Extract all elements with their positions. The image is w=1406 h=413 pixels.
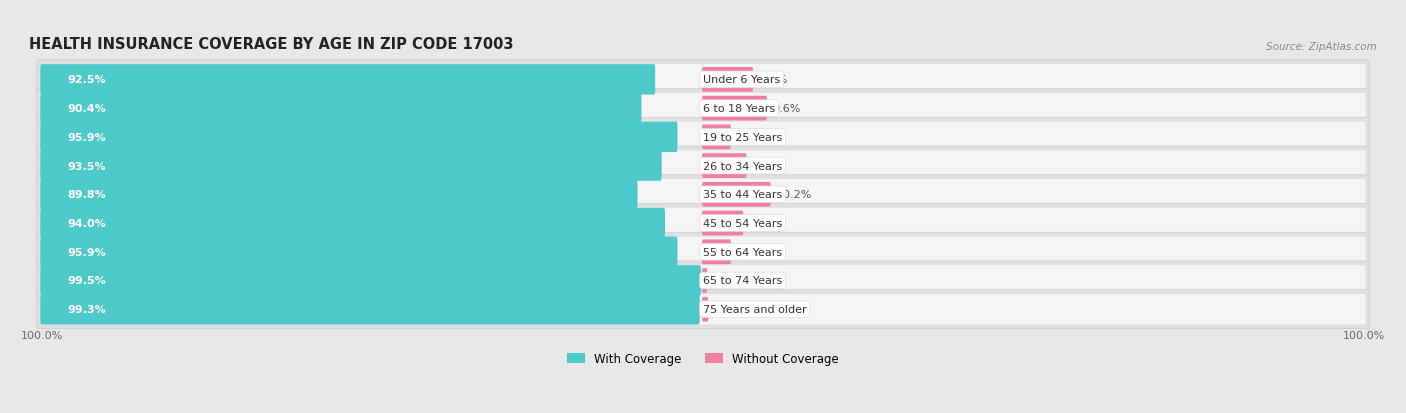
FancyBboxPatch shape [37, 261, 1369, 300]
Text: 4.1%: 4.1% [737, 133, 765, 142]
Text: 6.0%: 6.0% [749, 218, 778, 228]
FancyBboxPatch shape [702, 297, 709, 322]
FancyBboxPatch shape [702, 268, 707, 293]
FancyBboxPatch shape [41, 94, 641, 124]
Text: 89.8%: 89.8% [67, 190, 107, 200]
FancyBboxPatch shape [41, 180, 637, 210]
Text: 100.0%: 100.0% [1343, 330, 1385, 340]
FancyBboxPatch shape [41, 151, 1365, 181]
Text: 0.5%: 0.5% [713, 276, 741, 286]
Text: 35 to 44 Years: 35 to 44 Years [703, 190, 782, 200]
FancyBboxPatch shape [702, 125, 731, 150]
Text: 9.6%: 9.6% [772, 104, 801, 114]
FancyBboxPatch shape [41, 122, 1365, 153]
FancyBboxPatch shape [41, 294, 700, 325]
FancyBboxPatch shape [41, 151, 662, 181]
FancyBboxPatch shape [41, 294, 1365, 325]
Text: 93.5%: 93.5% [67, 161, 107, 171]
FancyBboxPatch shape [702, 240, 731, 264]
FancyBboxPatch shape [702, 211, 744, 236]
Text: 94.0%: 94.0% [67, 218, 107, 228]
Text: 19 to 25 Years: 19 to 25 Years [703, 133, 782, 142]
FancyBboxPatch shape [37, 89, 1369, 128]
Text: 92.5%: 92.5% [67, 75, 107, 85]
Text: 26 to 34 Years: 26 to 34 Years [703, 161, 782, 171]
Legend: With Coverage, Without Coverage: With Coverage, Without Coverage [562, 348, 844, 370]
FancyBboxPatch shape [41, 180, 1365, 210]
FancyBboxPatch shape [37, 290, 1369, 329]
Text: 7.5%: 7.5% [759, 75, 787, 85]
FancyBboxPatch shape [41, 65, 655, 95]
Text: 55 to 64 Years: 55 to 64 Years [703, 247, 782, 257]
Text: 95.9%: 95.9% [67, 133, 107, 142]
FancyBboxPatch shape [702, 183, 770, 207]
Text: 10.2%: 10.2% [776, 190, 811, 200]
Text: HEALTH INSURANCE COVERAGE BY AGE IN ZIP CODE 17003: HEALTH INSURANCE COVERAGE BY AGE IN ZIP … [30, 37, 513, 52]
FancyBboxPatch shape [41, 122, 678, 153]
Text: 6 to 18 Years: 6 to 18 Years [703, 104, 775, 114]
FancyBboxPatch shape [37, 233, 1369, 272]
Text: 99.5%: 99.5% [67, 276, 107, 286]
FancyBboxPatch shape [37, 61, 1369, 100]
FancyBboxPatch shape [41, 266, 702, 296]
FancyBboxPatch shape [41, 266, 1365, 296]
FancyBboxPatch shape [37, 118, 1369, 157]
FancyBboxPatch shape [41, 237, 1365, 267]
Text: 90.4%: 90.4% [67, 104, 107, 114]
FancyBboxPatch shape [37, 147, 1369, 186]
Text: Source: ZipAtlas.com: Source: ZipAtlas.com [1267, 42, 1376, 52]
Text: 45 to 54 Years: 45 to 54 Years [703, 218, 782, 228]
FancyBboxPatch shape [41, 208, 665, 239]
FancyBboxPatch shape [37, 176, 1369, 214]
FancyBboxPatch shape [37, 204, 1369, 243]
Text: 65 to 74 Years: 65 to 74 Years [703, 276, 782, 286]
Text: 100.0%: 100.0% [21, 330, 63, 340]
FancyBboxPatch shape [41, 65, 1365, 95]
Text: 6.5%: 6.5% [752, 161, 780, 171]
Text: 0.67%: 0.67% [714, 304, 749, 314]
FancyBboxPatch shape [702, 68, 754, 93]
Text: 4.1%: 4.1% [737, 247, 765, 257]
FancyBboxPatch shape [41, 237, 678, 267]
FancyBboxPatch shape [41, 94, 1365, 124]
FancyBboxPatch shape [702, 154, 747, 178]
Text: 75 Years and older: 75 Years and older [703, 304, 807, 314]
Text: 99.3%: 99.3% [67, 304, 107, 314]
FancyBboxPatch shape [702, 97, 766, 121]
Text: 95.9%: 95.9% [67, 247, 107, 257]
Text: Under 6 Years: Under 6 Years [703, 75, 780, 85]
FancyBboxPatch shape [41, 208, 1365, 239]
